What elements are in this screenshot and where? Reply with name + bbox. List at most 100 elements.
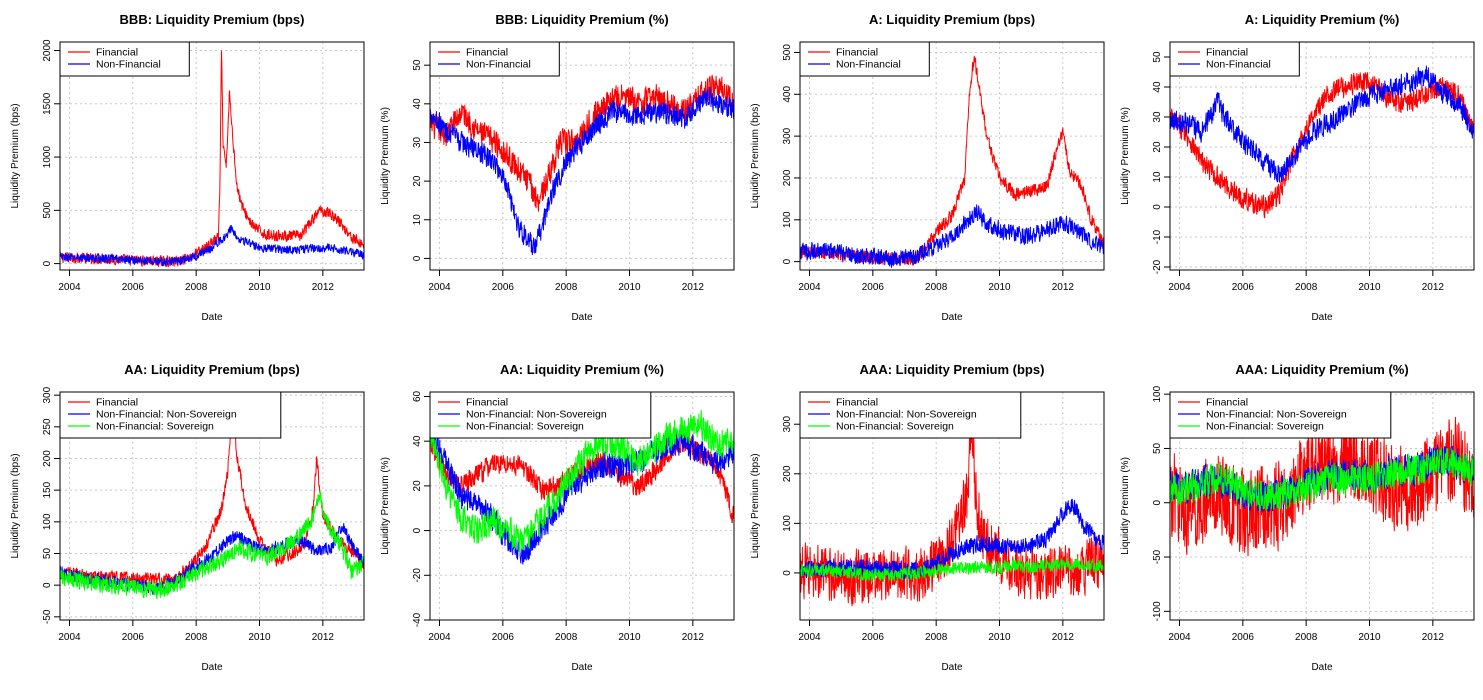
legend-box: [59, 391, 282, 439]
y-tick-label: 50: [1152, 51, 1163, 63]
legend-label: Non-Financial: [96, 59, 161, 71]
legend-label: Non-Financial: Non-Sovereign: [96, 409, 237, 421]
chart-panel: BBB: Liquidity Premium (%) 2004 2006 2008 20…: [380, 12, 735, 323]
x-tick-label: 2012: [1052, 632, 1075, 643]
legend-box: [429, 41, 560, 77]
x-tick-label: 2012: [1422, 632, 1445, 643]
y-tick-label: 100: [782, 211, 793, 228]
series-line: [1169, 72, 1475, 219]
x-tick-label: 2010: [618, 282, 641, 293]
legend-label: Non-Financial: Non-Sovereign: [466, 409, 607, 421]
x-tick-label: 2006: [862, 282, 885, 293]
y-tick-label: 30: [412, 136, 423, 148]
y-tick-label: -40: [412, 612, 423, 627]
chart-title: AAA: Liquidity Premium (bps): [860, 362, 1045, 377]
series-line: [59, 50, 365, 268]
chart-panel: AAA: Liquidity Premium (%) 2004 2006 2008 20…: [1120, 362, 1475, 673]
legend-label: Non-Financial: Sovereign: [96, 421, 214, 433]
y-tick-label: 300: [782, 415, 793, 432]
chart-title: A: Liquidity Premium (bps): [869, 12, 1035, 27]
x-tick-label: 2004: [1168, 632, 1191, 643]
y-tick-label: 300: [42, 386, 53, 403]
y-tick-label: -50: [1152, 549, 1163, 564]
legend-label: Financial: [466, 47, 508, 59]
y-tick-label: 100: [1152, 385, 1163, 402]
series-line: [799, 498, 1105, 580]
y-tick-label: 20: [412, 175, 423, 187]
y-tick-label: 500: [42, 202, 53, 219]
chart-title: BBB: Liquidity Premium (%): [495, 12, 668, 27]
legend-box: [429, 391, 652, 439]
x-tick-label: 2008: [555, 282, 578, 293]
y-tick-label: 0: [782, 570, 793, 576]
y-tick-label: 100: [782, 515, 793, 532]
x-axis-label: Date: [1311, 662, 1333, 673]
series-line: [799, 204, 1105, 268]
y-tick-label: 50: [42, 548, 53, 560]
legend-box: [59, 41, 190, 77]
y-tick-label: 0: [1152, 204, 1163, 210]
y-tick-label: 500: [782, 44, 793, 61]
x-tick-label: 2006: [122, 282, 145, 293]
y-tick-label: 40: [1152, 81, 1163, 93]
y-tick-label: 100: [42, 513, 53, 530]
y-tick-label: 200: [42, 450, 53, 467]
x-axis-label: Date: [201, 662, 223, 673]
x-tick-label: 2012: [682, 282, 705, 293]
x-tick-label: 2004: [58, 632, 81, 643]
series-line: [429, 86, 735, 256]
y-tick-label: -50: [42, 609, 53, 624]
chart-panel: AA: Liquidity Premium (bps) 2004 2006 2008 2…: [10, 362, 365, 673]
legend-label: Financial: [836, 397, 878, 409]
x-tick-label: 2010: [1358, 282, 1381, 293]
plot-frame: [1169, 41, 1475, 271]
legend-label: Financial: [96, 397, 138, 409]
legend-label: Financial: [836, 47, 878, 59]
legend-label: Non-Financial: Sovereign: [1206, 421, 1324, 433]
legend-label: Financial: [1206, 397, 1248, 409]
series-line: [429, 421, 735, 565]
series-line: [59, 405, 365, 587]
x-tick-label: 2010: [248, 632, 271, 643]
y-tick-label: 10: [412, 214, 423, 226]
x-axis-label: Date: [941, 312, 963, 323]
legend-label: Financial: [1206, 47, 1248, 59]
legend-label: Financial: [466, 397, 508, 409]
y-tick-label: 2000: [42, 39, 53, 62]
series-line: [429, 409, 735, 553]
series-line: [1169, 415, 1475, 557]
x-tick-label: 2008: [185, 632, 208, 643]
chart-title: AA: Liquidity Premium (bps): [124, 362, 300, 377]
y-tick-label: 20: [1152, 141, 1163, 153]
legend-label: Financial: [96, 47, 138, 59]
legend-box: [799, 391, 1022, 439]
x-tick-label: 2004: [428, 282, 451, 293]
x-tick-label: 2008: [1295, 282, 1318, 293]
x-tick-label: 2004: [428, 632, 451, 643]
chart-panel: A: Liquidity Premium (bps) 2004 2006 2008 20…: [750, 12, 1105, 323]
y-tick-label: 0: [412, 255, 423, 261]
y-tick-label: -20: [1152, 259, 1163, 274]
y-tick-label: 30: [1152, 111, 1163, 123]
y-tick-label: 1500: [42, 92, 53, 115]
y-tick-label: 400: [782, 86, 793, 103]
y-tick-label: 0: [42, 582, 53, 588]
x-tick-label: 2010: [988, 632, 1011, 643]
chart-panel: BBB: Liquidity Premium (bps) 2004 2006 2008…: [10, 12, 365, 323]
x-tick-label: 2008: [925, 632, 948, 643]
y-tick-label: 10: [1152, 171, 1163, 183]
series-line: [1169, 65, 1475, 183]
y-tick-label: -100: [1152, 601, 1163, 621]
x-tick-label: 2008: [1295, 632, 1318, 643]
x-tick-label: 2004: [58, 282, 81, 293]
legend-box: [1169, 41, 1300, 77]
y-tick-label: -20: [412, 568, 423, 583]
series-line: [429, 74, 735, 212]
y-tick-label: 50: [1152, 442, 1163, 454]
x-tick-label: 2008: [925, 282, 948, 293]
legend-label: Non-Financial: Non-Sovereign: [836, 409, 977, 421]
chart-title: A: Liquidity Premium (%): [1245, 12, 1400, 27]
y-tick-label: -10: [1152, 229, 1163, 244]
chart-title: AA: Liquidity Premium (%): [500, 362, 664, 377]
